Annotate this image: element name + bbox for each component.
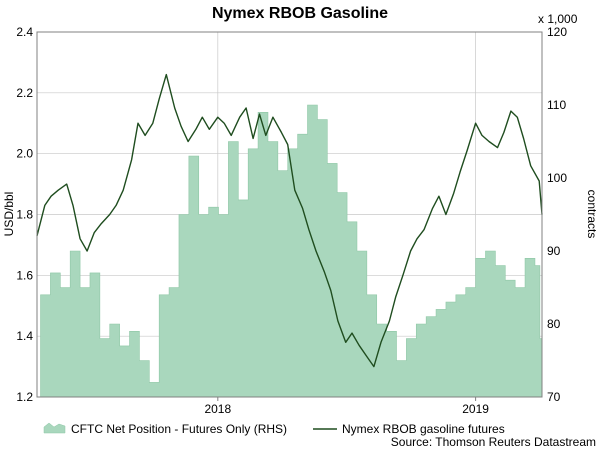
legend: CFTC Net Position - Futures Only (RHS) N… xyxy=(44,422,505,436)
y-tick-label: 1.6 xyxy=(16,268,33,282)
x-axis: 2018 2019 xyxy=(204,397,489,416)
y2-tick-label: 70 xyxy=(547,390,561,404)
area-series-path xyxy=(41,105,542,397)
legend-area-swatch xyxy=(44,423,65,433)
right-axis: 70 80 90 100 110 120 xyxy=(547,25,567,404)
y2-tick-label: 80 xyxy=(547,317,561,331)
left-axis: 1.2 1.4 1.6 1.8 2.0 2.2 2.4 xyxy=(16,25,33,404)
y2-tick-label: 120 xyxy=(547,25,567,39)
y2-tick-label: 100 xyxy=(547,171,567,185)
x-tick-label: 2019 xyxy=(462,402,489,416)
y-tick-label: 2.0 xyxy=(16,147,33,161)
y-tick-label: 1.2 xyxy=(16,390,33,404)
y-tick-label: 2.4 xyxy=(16,25,33,39)
y2-tick-label: 110 xyxy=(547,98,566,112)
y-axis-label: USD/bbl xyxy=(2,192,16,237)
area-series xyxy=(41,105,542,397)
y2-axis-label: contracts xyxy=(585,190,599,239)
chart-title: Nymex RBOB Gasoline xyxy=(212,5,388,22)
source-note: Source: Thomson Reuters Datastream xyxy=(391,435,596,449)
y2-tick-label: 90 xyxy=(547,244,561,258)
x-tick-label: 2018 xyxy=(204,402,231,416)
y2-multiplier-label: x 1,000 xyxy=(538,12,578,26)
y-tick-label: 1.4 xyxy=(16,329,33,343)
y-tick-label: 2.2 xyxy=(16,86,33,100)
y-tick-label: 1.8 xyxy=(16,208,33,222)
legend-label-line: Nymex RBOB gasoline futures xyxy=(342,422,505,436)
legend-label-area: CFTC Net Position - Futures Only (RHS) xyxy=(71,422,287,436)
